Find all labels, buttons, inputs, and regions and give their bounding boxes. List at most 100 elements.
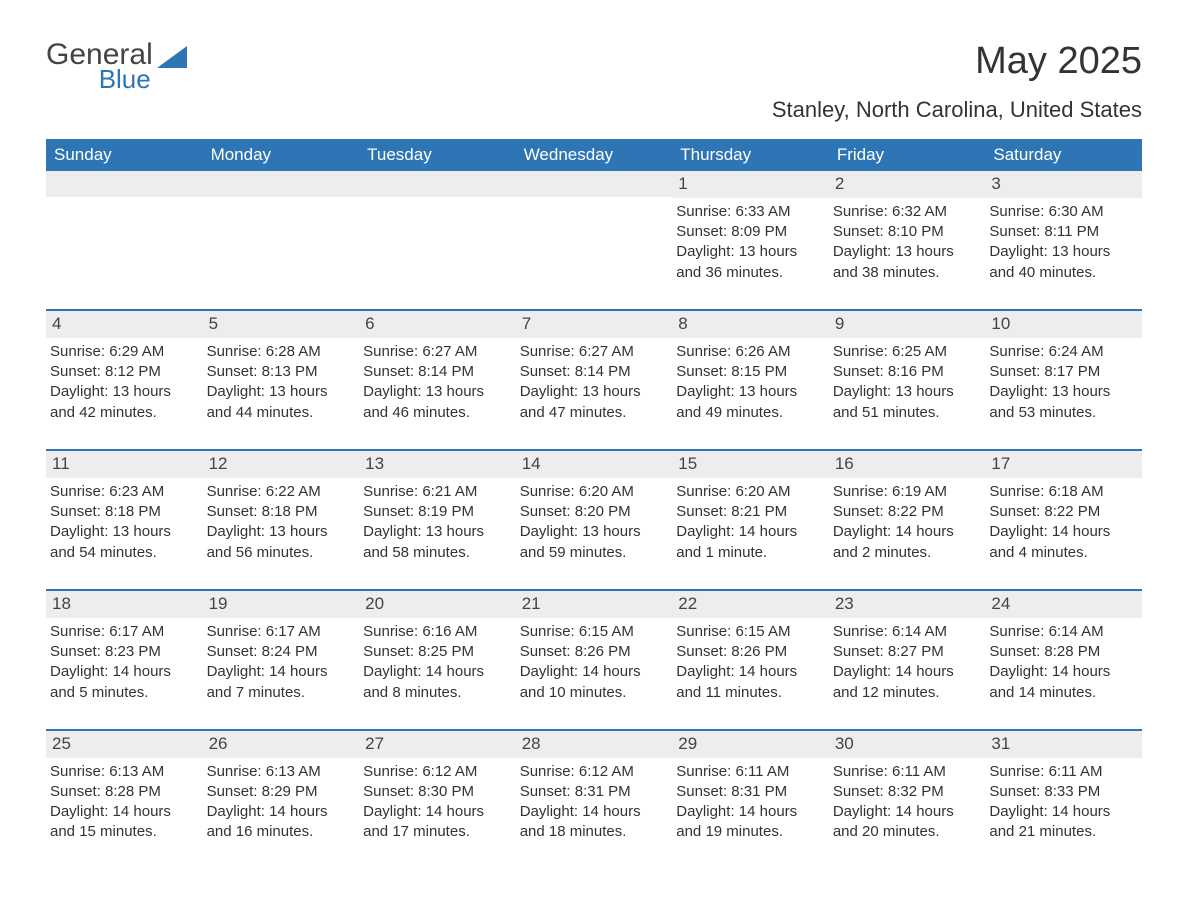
calendar-day-cell: 19Sunrise: 6:17 AMSunset: 8:24 PMDayligh… <box>203 591 360 729</box>
location-subtitle: Stanley, North Carolina, United States <box>772 97 1142 123</box>
daylight-text: Daylight: 14 hours and 10 minutes. <box>520 662 667 703</box>
calendar-day-cell <box>359 171 516 309</box>
sunset-text: Sunset: 8:09 PM <box>676 222 823 242</box>
daylight-text: Daylight: 13 hours and 36 minutes. <box>676 242 823 283</box>
day-number: 7 <box>516 311 673 338</box>
day-number: 1 <box>672 171 829 198</box>
sunset-text: Sunset: 8:31 PM <box>676 782 823 802</box>
empty-day-bar <box>359 171 516 197</box>
sunrise-text: Sunrise: 6:20 AM <box>676 482 823 502</box>
calendar-day-cell: 18Sunrise: 6:17 AMSunset: 8:23 PMDayligh… <box>46 591 203 729</box>
title-block: May 2025 Stanley, North Carolina, United… <box>772 40 1142 133</box>
sunrise-text: Sunrise: 6:33 AM <box>676 202 823 222</box>
daylight-text: Daylight: 14 hours and 16 minutes. <box>207 802 354 843</box>
daylight-text: Daylight: 14 hours and 8 minutes. <box>363 662 510 703</box>
calendar-week-row: 18Sunrise: 6:17 AMSunset: 8:23 PMDayligh… <box>46 591 1142 729</box>
calendar-day-cell: 26Sunrise: 6:13 AMSunset: 8:29 PMDayligh… <box>203 731 360 869</box>
sunset-text: Sunset: 8:16 PM <box>833 362 980 382</box>
calendar-day-cell: 10Sunrise: 6:24 AMSunset: 8:17 PMDayligh… <box>985 311 1142 449</box>
sunrise-text: Sunrise: 6:27 AM <box>520 342 667 362</box>
daylight-text: Daylight: 13 hours and 59 minutes. <box>520 522 667 563</box>
day-number: 25 <box>46 731 203 758</box>
day-number: 26 <box>203 731 360 758</box>
sunset-text: Sunset: 8:21 PM <box>676 502 823 522</box>
sunrise-text: Sunrise: 6:19 AM <box>833 482 980 502</box>
daylight-text: Daylight: 13 hours and 53 minutes. <box>989 382 1136 423</box>
day-number: 11 <box>46 451 203 478</box>
weekday-header: Wednesday <box>516 139 673 171</box>
weekday-header: Sunday <box>46 139 203 171</box>
calendar-day-cell: 17Sunrise: 6:18 AMSunset: 8:22 PMDayligh… <box>985 451 1142 589</box>
daylight-text: Daylight: 13 hours and 47 minutes. <box>520 382 667 423</box>
sunrise-text: Sunrise: 6:20 AM <box>520 482 667 502</box>
day-number: 18 <box>46 591 203 618</box>
calendar-day-cell: 22Sunrise: 6:15 AMSunset: 8:26 PMDayligh… <box>672 591 829 729</box>
day-number: 22 <box>672 591 829 618</box>
daylight-text: Daylight: 13 hours and 40 minutes. <box>989 242 1136 283</box>
weekday-header: Saturday <box>985 139 1142 171</box>
calendar-week-row: 4Sunrise: 6:29 AMSunset: 8:12 PMDaylight… <box>46 311 1142 449</box>
empty-day-bar <box>516 171 673 197</box>
sunrise-text: Sunrise: 6:12 AM <box>363 762 510 782</box>
sunrise-text: Sunrise: 6:13 AM <box>50 762 197 782</box>
sunset-text: Sunset: 8:26 PM <box>520 642 667 662</box>
calendar-day-cell: 20Sunrise: 6:16 AMSunset: 8:25 PMDayligh… <box>359 591 516 729</box>
calendar-day-cell: 9Sunrise: 6:25 AMSunset: 8:16 PMDaylight… <box>829 311 986 449</box>
day-number: 16 <box>829 451 986 478</box>
daylight-text: Daylight: 13 hours and 46 minutes. <box>363 382 510 423</box>
sunrise-text: Sunrise: 6:25 AM <box>833 342 980 362</box>
sunset-text: Sunset: 8:18 PM <box>207 502 354 522</box>
daylight-text: Daylight: 14 hours and 7 minutes. <box>207 662 354 703</box>
brand-logo: General Blue <box>46 40 191 92</box>
calendar-week-row: 25Sunrise: 6:13 AMSunset: 8:28 PMDayligh… <box>46 731 1142 869</box>
calendar-day-cell: 12Sunrise: 6:22 AMSunset: 8:18 PMDayligh… <box>203 451 360 589</box>
day-number: 10 <box>985 311 1142 338</box>
weekday-header: Thursday <box>672 139 829 171</box>
calendar-day-cell: 24Sunrise: 6:14 AMSunset: 8:28 PMDayligh… <box>985 591 1142 729</box>
daylight-text: Daylight: 14 hours and 20 minutes. <box>833 802 980 843</box>
sunset-text: Sunset: 8:22 PM <box>833 502 980 522</box>
calendar-day-cell <box>203 171 360 309</box>
sunrise-text: Sunrise: 6:14 AM <box>989 622 1136 642</box>
calendar-week-row: 1Sunrise: 6:33 AMSunset: 8:09 PMDaylight… <box>46 171 1142 309</box>
day-number: 19 <box>203 591 360 618</box>
calendar-day-cell: 21 Sunrise: 6:15 AMSunset: 8:26 PMDayligh… <box>516 591 673 729</box>
daylight-text: Daylight: 14 hours and 18 minutes. <box>520 802 667 843</box>
calendar-day-cell: 7Sunrise: 6:27 AMSunset: 8:14 PMDaylight… <box>516 311 673 449</box>
calendar-day-cell: 3Sunrise: 6:30 AMSunset: 8:11 PMDaylight… <box>985 171 1142 309</box>
sunrise-text: Sunrise: 6:22 AM <box>207 482 354 502</box>
day-number: 29 <box>672 731 829 758</box>
sunrise-text: Sunrise: 6:16 AM <box>363 622 510 642</box>
sunrise-text: Sunrise: 6:14 AM <box>833 622 980 642</box>
day-number: 23 <box>829 591 986 618</box>
day-number: 14 <box>516 451 673 478</box>
day-number: 31 <box>985 731 1142 758</box>
calendar-day-cell <box>46 171 203 309</box>
day-number: 28 <box>516 731 673 758</box>
daylight-text: Daylight: 14 hours and 11 minutes. <box>676 662 823 703</box>
calendar-body: 1Sunrise: 6:33 AMSunset: 8:09 PMDaylight… <box>46 171 1142 869</box>
weekday-header: Monday <box>203 139 360 171</box>
calendar-table: Sunday Monday Tuesday Wednesday Thursday… <box>46 139 1142 869</box>
sunrise-text: Sunrise: 6:12 AM <box>520 762 667 782</box>
sunset-text: Sunset: 8:31 PM <box>520 782 667 802</box>
daylight-text: Daylight: 14 hours and 12 minutes. <box>833 662 980 703</box>
logo-text: General Blue <box>46 40 153 92</box>
sunrise-text: Sunrise: 6:15 AM <box>520 622 667 642</box>
calendar-day-cell: 1 Sunrise: 6:33 AMSunset: 8:09 PMDaylight… <box>672 171 829 309</box>
sunrise-text: Sunrise: 6:32 AM <box>833 202 980 222</box>
sunset-text: Sunset: 8:17 PM <box>989 362 1136 382</box>
sunset-text: Sunset: 8:30 PM <box>363 782 510 802</box>
sunset-text: Sunset: 8:14 PM <box>363 362 510 382</box>
daylight-text: Daylight: 13 hours and 42 minutes. <box>50 382 197 423</box>
sunset-text: Sunset: 8:15 PM <box>676 362 823 382</box>
daylight-text: Daylight: 14 hours and 21 minutes. <box>989 802 1136 843</box>
day-number: 21 <box>516 591 673 618</box>
calendar-day-cell: 13Sunrise: 6:21 AMSunset: 8:19 PMDayligh… <box>359 451 516 589</box>
day-number: 8 <box>672 311 829 338</box>
daylight-text: Daylight: 14 hours and 17 minutes. <box>363 802 510 843</box>
day-number: 9 <box>829 311 986 338</box>
sunset-text: Sunset: 8:23 PM <box>50 642 197 662</box>
calendar-day-cell: 29Sunrise: 6:11 AMSunset: 8:31 PMDayligh… <box>672 731 829 869</box>
day-number: 6 <box>359 311 516 338</box>
